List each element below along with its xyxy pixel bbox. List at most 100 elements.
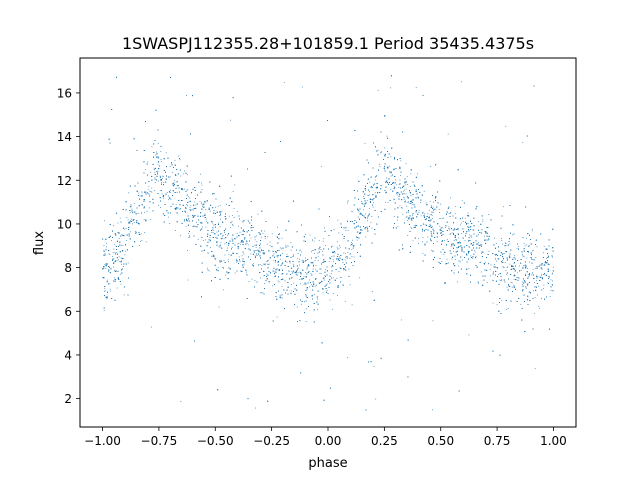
data-point <box>133 221 135 223</box>
data-point <box>174 179 176 181</box>
data-point <box>367 220 368 222</box>
data-point <box>397 225 399 227</box>
data-point <box>357 216 359 218</box>
data-point <box>504 262 506 263</box>
data-point <box>178 155 179 157</box>
data-point <box>526 257 528 259</box>
data-point <box>552 266 554 268</box>
data-point <box>501 243 503 245</box>
data-point <box>131 210 133 212</box>
data-point <box>552 280 553 282</box>
data-point <box>509 263 511 265</box>
data-point <box>297 257 299 259</box>
data-point <box>218 234 219 236</box>
data-point <box>437 233 438 235</box>
data-point <box>414 186 416 187</box>
data-point <box>389 153 391 155</box>
data-point <box>423 190 425 192</box>
data-point <box>108 253 110 255</box>
data-point <box>365 213 367 215</box>
data-point <box>405 188 407 190</box>
data-point <box>527 284 528 286</box>
data-point <box>160 179 161 181</box>
data-point <box>339 267 341 269</box>
data-point <box>281 285 283 287</box>
data-point <box>459 261 461 263</box>
data-point <box>156 151 157 153</box>
data-point <box>218 306 220 308</box>
data-point <box>369 181 371 183</box>
data-point <box>151 191 153 193</box>
data-point <box>303 301 305 303</box>
data-point <box>187 279 189 281</box>
data-point <box>400 175 401 176</box>
data-point <box>154 171 156 173</box>
data-point <box>363 204 365 205</box>
data-point <box>544 265 546 266</box>
data-point <box>363 196 365 198</box>
data-point <box>498 273 500 275</box>
data-point <box>460 245 462 247</box>
data-point <box>247 221 249 222</box>
data-point <box>453 240 455 241</box>
data-point <box>338 271 340 272</box>
data-point <box>148 185 150 187</box>
data-point <box>227 247 228 249</box>
data-point <box>208 270 210 272</box>
data-point <box>433 201 434 203</box>
data-point <box>395 184 397 186</box>
data-point <box>511 282 513 284</box>
data-point <box>241 234 243 236</box>
data-point <box>503 206 504 208</box>
data-point <box>440 227 442 229</box>
data-point <box>254 239 256 241</box>
data-point <box>486 282 488 283</box>
data-point <box>472 258 474 260</box>
data-point <box>225 219 227 221</box>
data-point <box>499 279 501 281</box>
data-point <box>289 277 291 279</box>
data-point <box>104 290 106 292</box>
data-point <box>494 237 495 239</box>
data-point <box>121 234 123 236</box>
data-point <box>523 256 525 258</box>
data-point <box>336 295 338 296</box>
data-point <box>511 268 513 270</box>
data-point <box>123 294 125 296</box>
data-point <box>318 240 320 241</box>
data-point <box>241 255 243 257</box>
data-point <box>353 246 355 248</box>
data-point <box>211 231 213 233</box>
data-point <box>120 257 122 259</box>
data-point <box>190 205 192 207</box>
data-point <box>338 248 340 250</box>
data-point <box>143 219 145 221</box>
data-point <box>151 326 152 328</box>
data-point <box>324 275 326 276</box>
data-point <box>157 143 159 145</box>
data-point <box>225 274 226 276</box>
data-point <box>501 300 503 302</box>
data-point <box>549 296 551 297</box>
data-point <box>406 205 408 207</box>
data-point <box>291 284 292 285</box>
scatter-points <box>102 75 554 411</box>
data-point <box>264 283 265 284</box>
data-point <box>496 304 498 306</box>
data-point <box>375 176 377 177</box>
data-point <box>313 284 315 285</box>
data-point <box>331 256 333 257</box>
data-point <box>154 179 156 181</box>
data-point <box>550 279 552 281</box>
data-point <box>537 294 538 296</box>
data-point <box>342 234 343 235</box>
data-point <box>424 213 425 215</box>
data-point <box>194 201 196 203</box>
data-point <box>121 263 122 265</box>
data-point <box>344 252 346 254</box>
data-point <box>131 212 133 214</box>
data-point <box>481 252 482 254</box>
data-point <box>238 242 240 244</box>
data-point <box>502 266 504 267</box>
data-point <box>210 247 211 249</box>
